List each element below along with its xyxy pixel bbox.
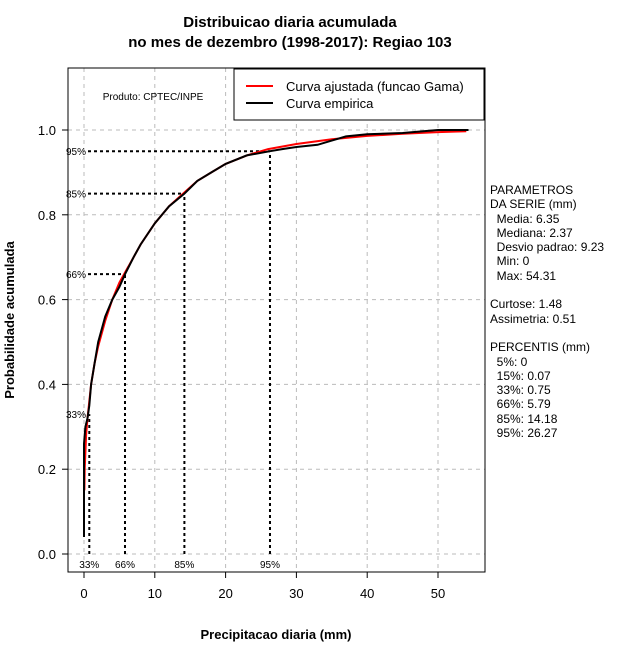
statistic-line: PERCENTIS (mm) bbox=[490, 340, 590, 355]
percentile-y-label: 33% bbox=[66, 410, 86, 421]
statistics-panel: PARAMETROS DA SERIE (mm) Media: 6.35 Medi… bbox=[490, 183, 604, 440]
statistic-line: Curtose: 1.48 bbox=[490, 297, 563, 312]
statistic-line: Assimetria: 0.51 bbox=[490, 311, 577, 326]
y-tick-label: 1.0 bbox=[38, 123, 56, 138]
percentile-x-label: 33% bbox=[79, 560, 99, 571]
percentile-y-label: 66% bbox=[66, 270, 86, 281]
y-tick-label: 0.2 bbox=[38, 462, 56, 477]
statistic-line: 5%: 0 bbox=[490, 354, 528, 369]
product-label: Produto: CPTEC/INPE bbox=[103, 92, 204, 103]
chart-title: no mes de dezembro (1998-2017): Regiao 1… bbox=[128, 34, 451, 51]
statistic-line: DA SERIE (mm) bbox=[490, 197, 577, 212]
statistic-line: Min: 0 bbox=[490, 254, 530, 269]
statistic-line bbox=[490, 326, 604, 340]
percentile-x-label: 66% bbox=[115, 560, 135, 571]
percentile-y-label: 95% bbox=[66, 147, 86, 158]
series-line-fitted bbox=[83, 130, 467, 491]
x-axis-label: Precipitacao diaria (mm) bbox=[201, 627, 352, 642]
series-line-empirical bbox=[83, 129, 469, 537]
statistic-line bbox=[490, 283, 604, 297]
y-tick-label: 0.8 bbox=[38, 208, 56, 223]
statistic-line: Max: 54.31 bbox=[490, 268, 557, 283]
x-tick-label: 10 bbox=[148, 586, 162, 601]
y-tick-label: 0.0 bbox=[38, 547, 56, 562]
statistic-line: Mediana: 2.37 bbox=[490, 225, 573, 240]
x-tick-label: 30 bbox=[289, 586, 303, 601]
x-tick-label: 20 bbox=[218, 586, 232, 601]
plot-frame bbox=[67, 67, 486, 573]
percentile-y-label: 85% bbox=[66, 190, 86, 201]
statistic-line: 95%: 26.27 bbox=[490, 426, 558, 441]
statistic-line: Desvio padrao: 9.23 bbox=[490, 240, 605, 255]
legend-box bbox=[233, 68, 485, 121]
x-tick-label: 50 bbox=[431, 586, 445, 601]
statistic-line: PARAMETROS bbox=[490, 183, 574, 197]
percentile-x-label: 95% bbox=[260, 560, 280, 571]
x-tick-label: 40 bbox=[360, 586, 374, 601]
statistic-line: 66%: 5.79 bbox=[490, 397, 551, 412]
legend-label: Curva ajustada (funcao Gama) bbox=[286, 79, 464, 94]
y-axis-label: Probabilidade acumulada bbox=[2, 240, 17, 398]
y-tick-label: 0.6 bbox=[38, 293, 56, 308]
statistic-line: 85%: 14.18 bbox=[490, 411, 558, 426]
percentile-x-label: 85% bbox=[174, 560, 194, 571]
statistic-line: 33%: 0.75 bbox=[490, 383, 551, 398]
statistic-line: Media: 6.35 bbox=[490, 211, 560, 226]
x-tick-label: 0 bbox=[80, 586, 87, 601]
y-tick-label: 0.4 bbox=[38, 377, 56, 392]
chart-title: Distribuicao diaria acumulada bbox=[183, 14, 397, 31]
statistic-line: 15%: 0.07 bbox=[490, 368, 551, 383]
legend-label: Curva empirica bbox=[286, 96, 374, 111]
